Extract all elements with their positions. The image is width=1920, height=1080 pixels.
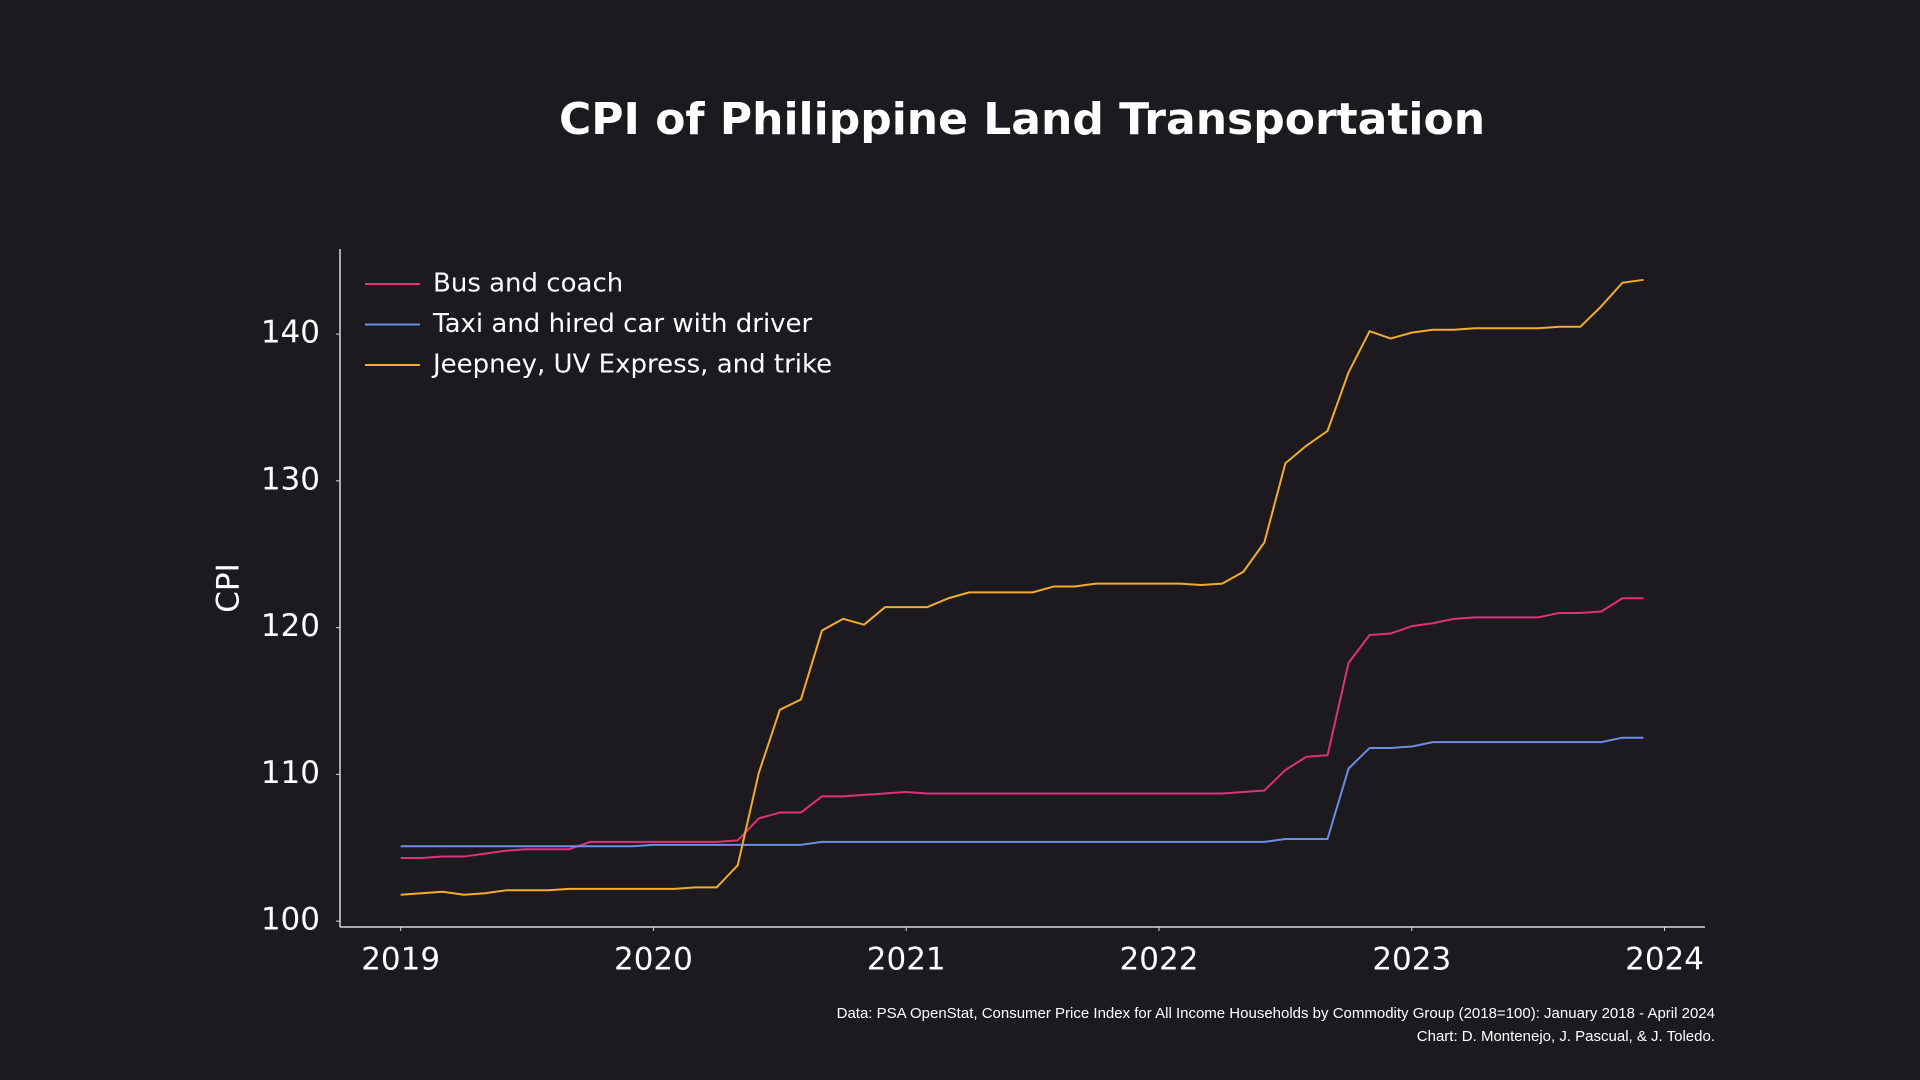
legend-label: Taxi and hired car with driver: [432, 309, 813, 339]
y-tick-label: 110: [261, 755, 320, 791]
source-note: Data: PSA OpenStat, Consumer Price Index…: [837, 1005, 1715, 1022]
source-note: Chart: D. Montenejo, J. Pascual, & J. To…: [1417, 1028, 1715, 1045]
x-tick-label: 2024: [1625, 942, 1704, 978]
x-tick-label: 2023: [1372, 942, 1451, 978]
series-line: [400, 736, 1644, 848]
series-line: [400, 597, 1644, 860]
x-tick-label: 2021: [867, 942, 946, 978]
series-line: [400, 278, 1644, 896]
x-tick-label: 2019: [361, 942, 440, 978]
y-tick-label: 100: [261, 902, 320, 938]
legend-label: Jeepney, UV Express, and trike: [431, 350, 832, 380]
y-axis-label: CPI: [211, 563, 247, 612]
x-tick-label: 2020: [614, 942, 693, 978]
chart-title: CPI of Philippine Land Transportation: [559, 94, 1485, 145]
legend-label: Bus and coach: [433, 269, 623, 299]
y-tick-label: 130: [261, 461, 320, 497]
y-tick-label: 120: [261, 608, 320, 644]
x-tick-label: 2022: [1120, 942, 1199, 978]
y-tick-label: 140: [261, 315, 320, 351]
